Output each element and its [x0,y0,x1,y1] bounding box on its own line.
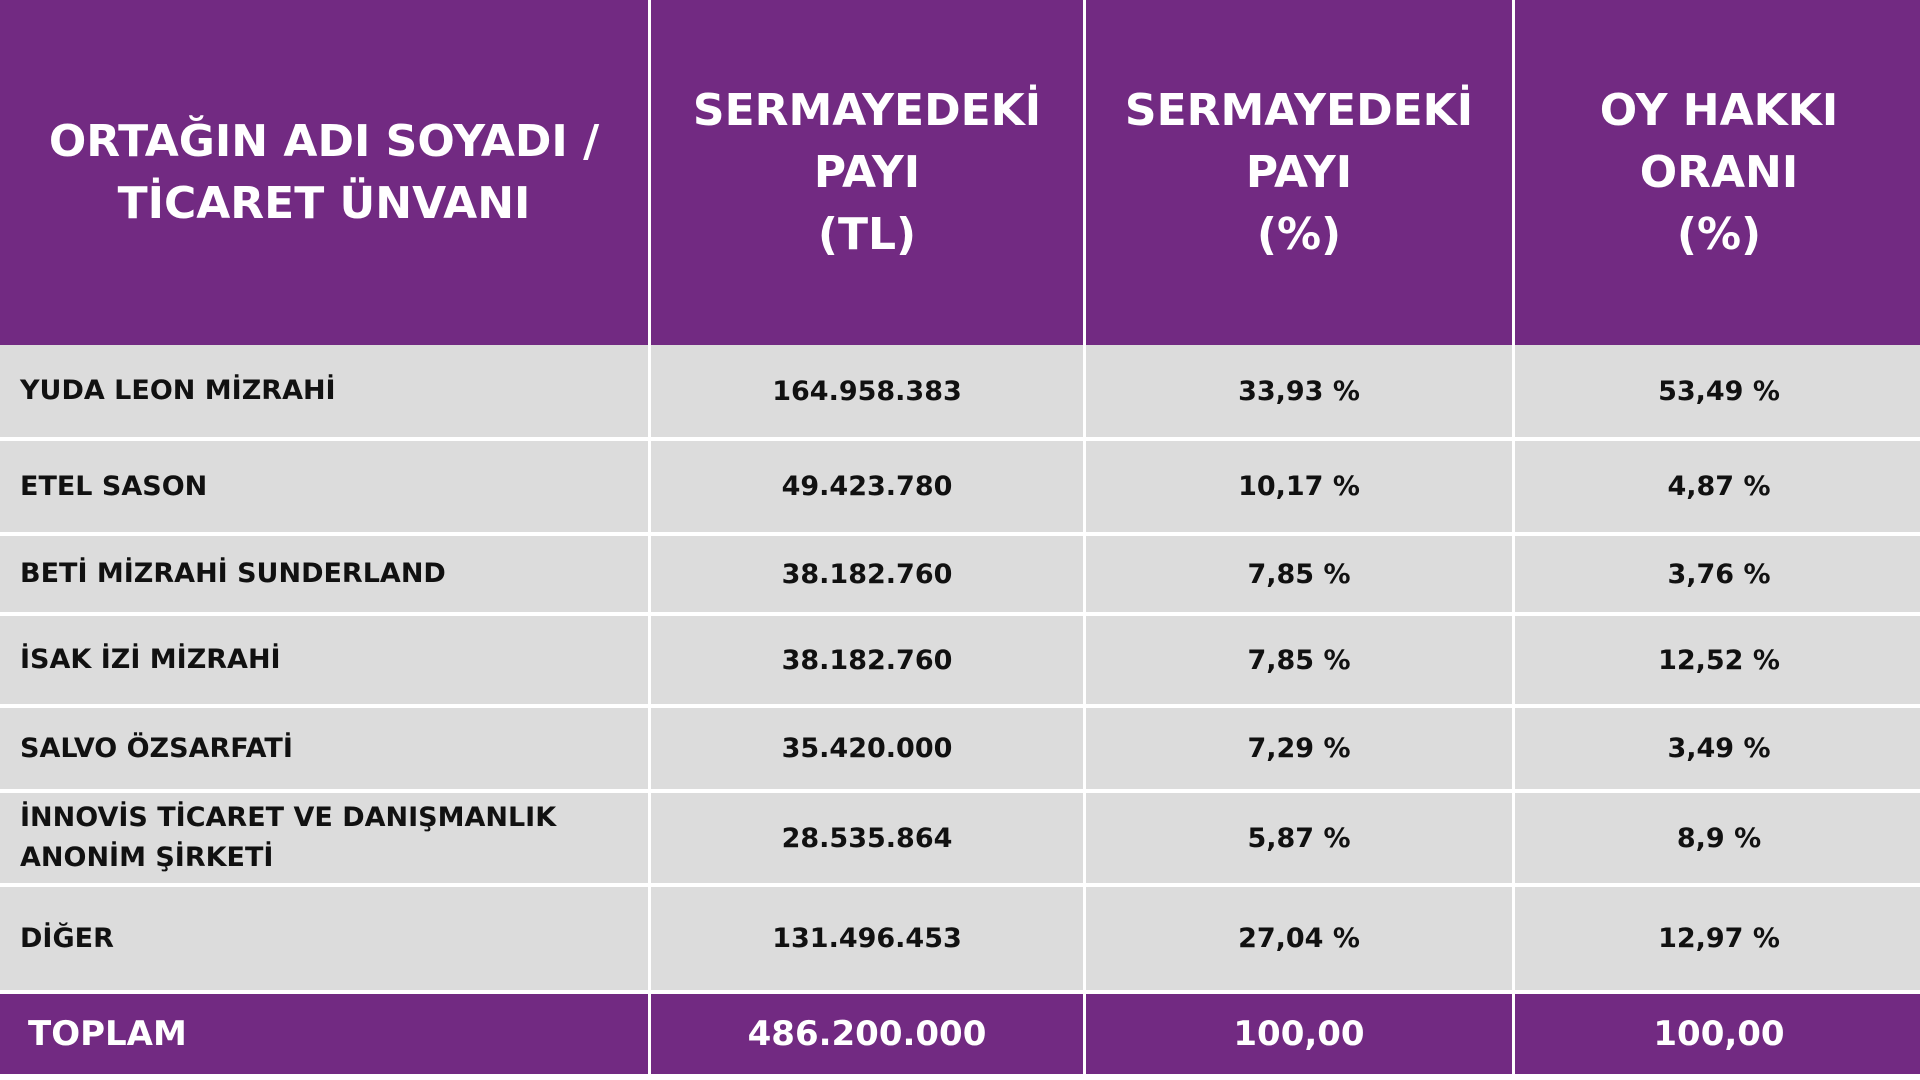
row-capital-tl: 49.423.780 [651,441,1083,532]
row-capital-pct: 33,93 % [1086,345,1512,437]
row-capital-pct: 10,17 % [1086,441,1512,532]
row-divider [0,612,1920,616]
column-divider [1512,708,1515,789]
header-col4-line3: (%) [1676,208,1762,260]
column-divider [1083,441,1086,532]
total-vote-pct: 100,00 [1515,994,1920,1074]
row-divider [0,990,1920,994]
row-capital-pct: 5,87 % [1086,793,1512,883]
column-divider [1083,793,1086,883]
column-divider [1083,887,1086,990]
row-capital-tl: 38.182.760 [651,616,1083,704]
column-divider [1083,345,1086,437]
row-capital-pct: 7,29 % [1086,708,1512,789]
row-name: SALVO ÖZSARFATİ [0,708,648,789]
header-col3-line1: SERMAYEDEKİ [1124,84,1474,136]
row-name: YUDA LEON MİZRAHİ [0,345,648,437]
row-vote-pct: 8,9 % [1515,793,1920,883]
header-col3-line2: PAYI [1245,146,1353,198]
row-capital-pct: 7,85 % [1086,616,1512,704]
row-capital-tl: 35.420.000 [651,708,1083,789]
column-divider [648,887,651,990]
row-capital-tl: 28.535.864 [651,793,1083,883]
row-divider [0,789,1920,793]
row-divider [0,704,1920,708]
column-divider [1512,793,1515,883]
header-capital-tl: SERMAYEDEKİ PAYI (TL) [651,0,1083,345]
column-divider [1083,536,1086,612]
row-name: İSAK İZİ MİZRAHİ [0,616,648,704]
row-capital-tl: 164.958.383 [651,345,1083,437]
row-capital-tl: 38.182.760 [651,536,1083,612]
header-vote-pct: OY HAKKI ORANI (%) [1515,0,1920,345]
column-divider [648,441,651,532]
header-col3-line3: (%) [1256,208,1342,260]
row-vote-pct: 3,76 % [1515,536,1920,612]
total-label: TOPLAM [0,994,648,1074]
column-divider [648,793,651,883]
column-divider [648,708,651,789]
column-divider [1512,994,1515,1074]
column-divider [1512,536,1515,612]
column-divider [1512,441,1515,532]
column-divider [1083,616,1086,704]
column-divider [648,994,651,1074]
row-divider [0,883,1920,887]
row-name: BETİ MİZRAHİ SUNDERLAND [0,536,648,612]
column-divider [648,345,651,437]
header-col2-line1: SERMAYEDEKİ [692,84,1042,136]
row-capital-pct: 27,04 % [1086,887,1512,990]
row-capital-pct: 7,85 % [1086,536,1512,612]
header-shareholder-name: ORTAĞIN ADI SOYADI / TİCARET ÜNVANI [0,0,648,345]
column-divider [648,536,651,612]
column-divider [1512,345,1515,437]
header-col1-line2: TİCARET ÜNVANI [117,177,531,229]
column-divider [1512,616,1515,704]
header-col2-line3: (TL) [817,208,917,260]
row-name: DİĞER [0,887,648,990]
row-vote-pct: 12,97 % [1515,887,1920,990]
header-col4-line2: ORANI [1639,146,1799,198]
column-divider [1512,0,1515,345]
column-divider [648,616,651,704]
header-col1-line1: ORTAĞIN ADI SOYADI / [48,115,600,167]
row-name: İNNOVİS TİCARET VE DANIŞMANLIK ANONİM Şİ… [0,793,648,883]
row-capital-tl: 131.496.453 [651,887,1083,990]
header-col2-line2: PAYI [813,146,921,198]
row-vote-pct: 12,52 % [1515,616,1920,704]
column-divider [1083,994,1086,1074]
row-vote-pct: 3,49 % [1515,708,1920,789]
column-divider [1512,887,1515,990]
row-name: ETEL SASON [0,441,648,532]
total-capital-pct: 100,00 [1086,994,1512,1074]
column-divider [1083,0,1086,345]
row-divider [0,532,1920,536]
row-vote-pct: 4,87 % [1515,441,1920,532]
column-divider [648,0,651,345]
column-divider [1083,708,1086,789]
row-divider [0,437,1920,441]
header-capital-pct: SERMAYEDEKİ PAYI (%) [1086,0,1512,345]
row-vote-pct: 53,49 % [1515,345,1920,437]
header-col4-line1: OY HAKKI [1599,84,1839,136]
total-capital-tl: 486.200.000 [651,994,1083,1074]
